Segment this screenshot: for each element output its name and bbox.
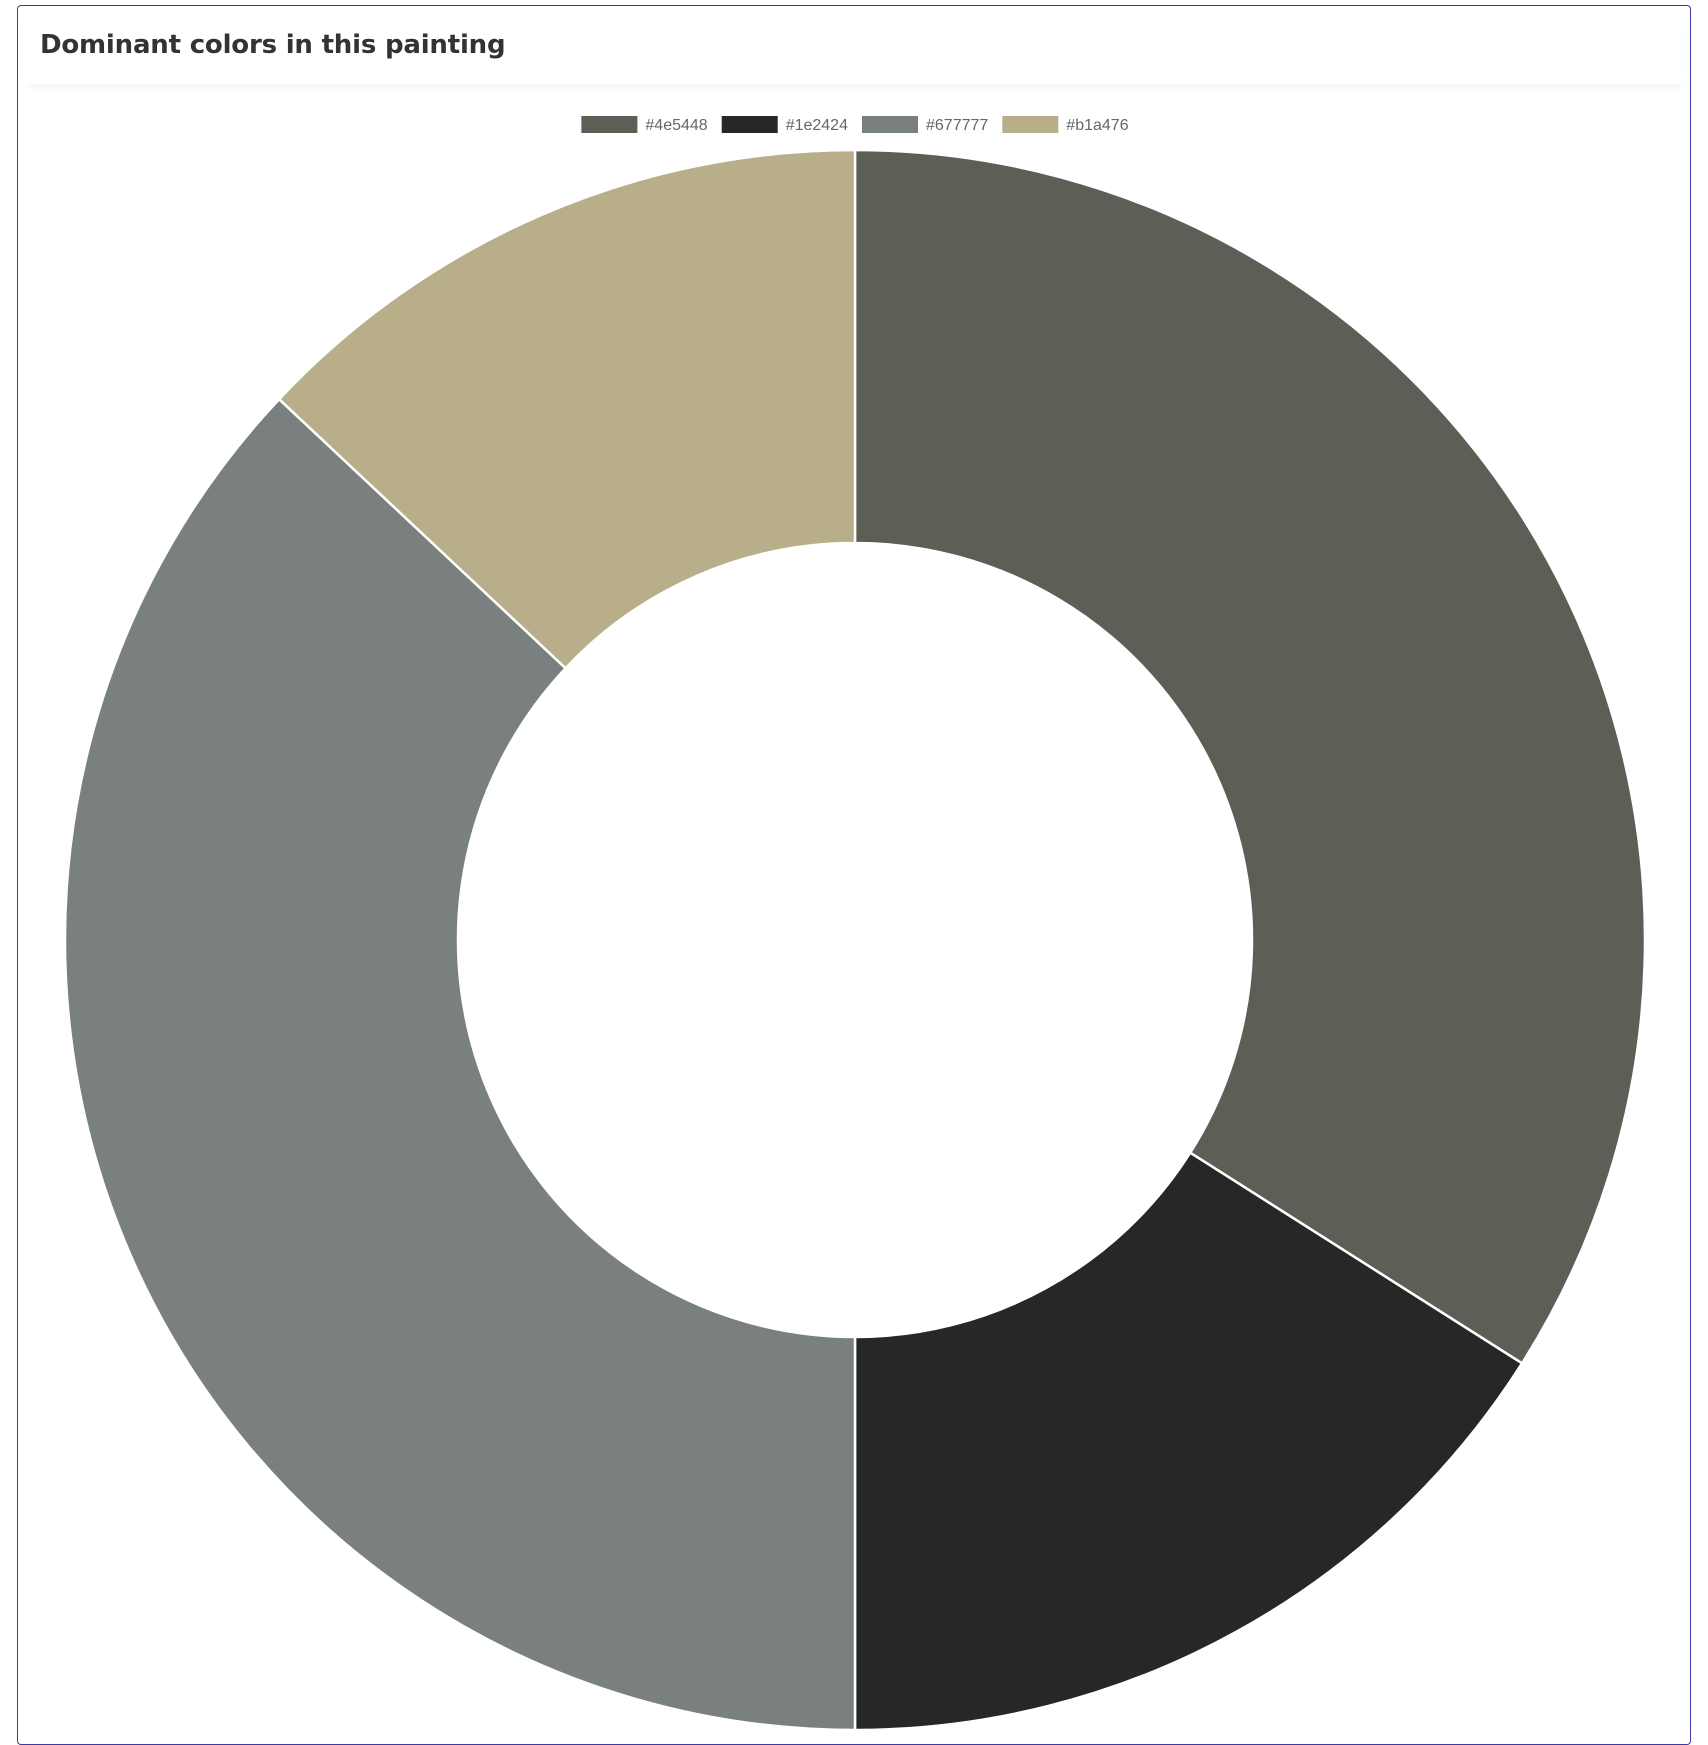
- legend-label: #b1a476: [1066, 117, 1128, 134]
- slice-4e5448[interactable]: [853, 148, 1647, 1366]
- legend-item-677777[interactable]: #677777: [862, 116, 988, 134]
- legend-swatch: [862, 116, 918, 133]
- legend-item-4e5448[interactable]: #4e5448: [581, 116, 708, 134]
- legend-label: #4e5448: [645, 117, 707, 134]
- card-title: Dominant colors in this painting: [40, 30, 506, 60]
- legend-item-1e2424[interactable]: #1e2424: [721, 116, 848, 134]
- chart-slices: [63, 148, 1647, 1730]
- card-header: Dominant colors in this painting: [23, 6, 1685, 84]
- legend-label: #677777: [926, 117, 988, 134]
- legend-label: #1e2424: [786, 117, 848, 134]
- slice-b1a476[interactable]: [277, 148, 857, 671]
- chart-legend: #4e5448 #1e2424 #677777 #b1a476: [581, 116, 1129, 134]
- legend-swatch: [721, 116, 778, 133]
- legend-swatch: [581, 116, 638, 133]
- slice-677777[interactable]: [63, 397, 857, 1730]
- legend-swatch: [1002, 116, 1059, 133]
- legend-item-b1a476[interactable]: #b1a476: [1002, 116, 1129, 134]
- slice-1e2424[interactable]: [853, 1150, 1524, 1730]
